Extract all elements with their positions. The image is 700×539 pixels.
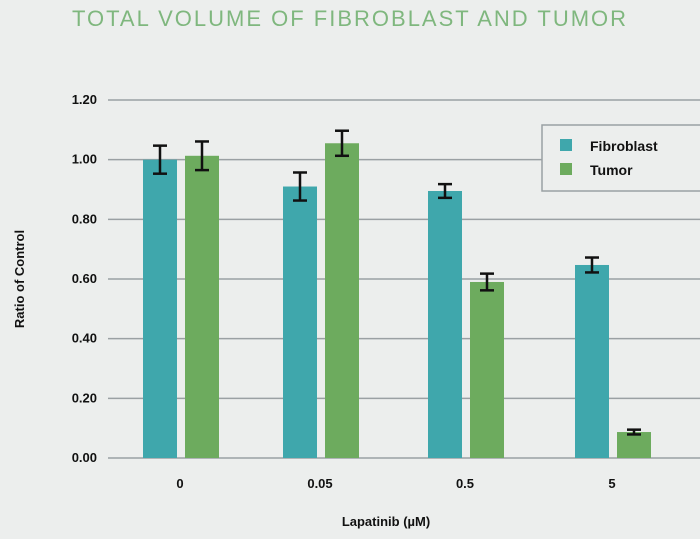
chart-title: TOTAL VOLUME OF FIBROBLAST AND TUMOR [71, 6, 629, 31]
y-tick-label: 0.00 [72, 450, 97, 465]
bar-tumor [185, 155, 219, 458]
y-tick-label: 1.20 [72, 92, 97, 107]
legend-label-tumor: Tumor [590, 162, 633, 178]
y-tick-label: 0.60 [72, 271, 97, 286]
x-tick-label: 0 [176, 476, 183, 491]
x-tick-label: 0.5 [456, 476, 474, 491]
bar-fibroblast [575, 264, 609, 458]
x-tick-label: 0.05 [307, 476, 332, 491]
y-tick-label: 1.00 [72, 152, 97, 167]
legend: Fibroblast Tumor [541, 124, 700, 192]
y-tick-label: 0.80 [72, 211, 97, 226]
bar-tumor [470, 281, 504, 458]
bar-fibroblast [283, 186, 317, 458]
legend-swatch-fibroblast [560, 139, 572, 151]
x-axis-label: Lapatinib (µM) [342, 514, 430, 529]
legend-label-fibroblast: Fibroblast [590, 138, 658, 154]
bar-tumor [325, 143, 359, 458]
legend-swatch-tumor [560, 163, 572, 175]
bar-fibroblast [143, 159, 177, 458]
x-tick-label: 5 [608, 476, 615, 491]
y-axis-label: Ratio of Control [12, 230, 27, 328]
bar-tumor [617, 432, 651, 458]
bar-fibroblast [428, 190, 462, 458]
y-tick-label: 0.40 [72, 331, 97, 346]
y-tick-label: 0.20 [72, 390, 97, 405]
